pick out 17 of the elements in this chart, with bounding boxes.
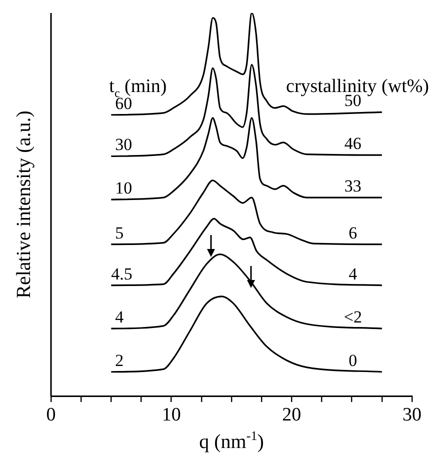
annotation: 6 xyxy=(348,223,358,242)
annotation: 0 xyxy=(348,350,358,370)
annotation: 33 xyxy=(344,176,362,196)
x-tick-label: 30 xyxy=(402,404,422,426)
series-label: 10 xyxy=(115,178,132,198)
series-label: 4 xyxy=(115,308,124,327)
series-label: 5 xyxy=(115,223,124,242)
series-label: 2 xyxy=(115,350,124,370)
y-axis-title: Relative intensity (a.u.) xyxy=(13,110,35,298)
series-label: 4.5 xyxy=(111,264,132,284)
x-tick-label: 10 xyxy=(162,404,181,426)
x-tick-label: 20 xyxy=(282,404,302,426)
series-label: 30 xyxy=(115,135,132,154)
annotation: 46 xyxy=(344,134,362,154)
annotation: 4 xyxy=(348,264,358,284)
annotation: <2 xyxy=(344,308,362,327)
x-tick-label: 0 xyxy=(46,404,56,426)
